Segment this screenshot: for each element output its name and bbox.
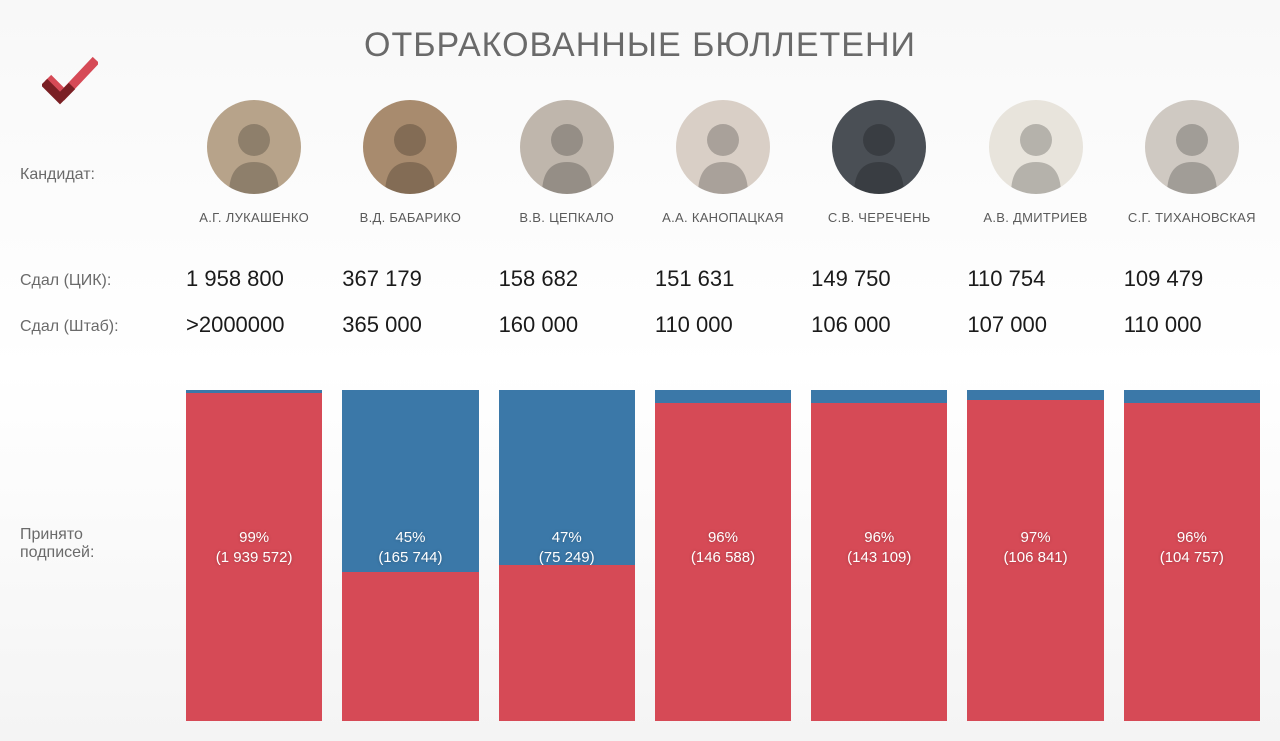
- bar-count-label: (165 744): [342, 548, 478, 568]
- candidate-name: В.В. ЦЕПКАЛО: [489, 210, 645, 225]
- bar-count-label: (106 841): [967, 548, 1103, 568]
- candidate-avatar: [989, 100, 1083, 194]
- value-cik: 109 479: [1124, 266, 1204, 292]
- bar-count-label: (104 757): [1124, 548, 1260, 568]
- bar: 96%(146 588): [655, 390, 791, 721]
- bar-percent-label: 96%: [811, 528, 947, 548]
- candidate-column: С.В. ЧЕРЕЧЕНЬ 149 750 106 000 96%(143 109): [801, 0, 957, 741]
- value-cik: 1 958 800: [186, 266, 284, 292]
- candidate-avatar: [832, 100, 926, 194]
- candidate-avatar: [520, 100, 614, 194]
- candidate-avatar: [1145, 100, 1239, 194]
- value-shtab: 365 000: [342, 312, 422, 338]
- accepted-label-line2: подписей:: [20, 544, 94, 561]
- candidate-name: А.Г. ЛУКАШЕНКО: [176, 210, 332, 225]
- value-shtab: 106 000: [811, 312, 891, 338]
- bar-count-label: (143 109): [811, 548, 947, 568]
- bar: 99%(1 939 572): [186, 390, 322, 721]
- candidate-columns: А.Г. ЛУКАШЕНКО 1 958 800 >2000000 99%(1 939…: [176, 0, 1270, 741]
- candidate-name: А.В. ДМИТРИЕВ: [957, 210, 1113, 225]
- row-label-cik: Сдал (ЦИК):: [20, 272, 111, 290]
- value-shtab: 160 000: [499, 312, 579, 338]
- row-label-candidate: Кандидат:: [20, 166, 95, 184]
- bar-value-label: 47%(75 249): [499, 528, 635, 569]
- bar: 96%(104 757): [1124, 390, 1260, 721]
- candidate-name: В.Д. БАБАРИКО: [332, 210, 488, 225]
- bar-count-label: (1 939 572): [186, 548, 322, 568]
- bar-count-label: (146 588): [655, 548, 791, 568]
- bar-percent-label: 96%: [1124, 528, 1260, 548]
- candidate-column: В.В. ЦЕПКАЛО 158 682 160 000 47%(75 249): [489, 0, 645, 741]
- value-cik: 151 631: [655, 266, 735, 292]
- bar-percent-label: 97%: [967, 528, 1103, 548]
- bar-percent-label: 45%: [342, 528, 478, 548]
- bar-percent-label: 96%: [655, 528, 791, 548]
- candidate-column: А.Г. ЛУКАШЕНКО 1 958 800 >2000000 99%(1 939…: [176, 0, 332, 741]
- value-cik: 110 754: [967, 266, 1045, 292]
- row-label-accepted: Принято подписей:: [20, 526, 94, 562]
- value-cik: 158 682: [499, 266, 579, 292]
- candidate-column: С.Г. ТИХАНОВСКАЯ 109 479 110 000 96%(104 75…: [1114, 0, 1270, 741]
- bar: 96%(143 109): [811, 390, 947, 721]
- value-shtab: 110 000: [655, 312, 733, 338]
- value-cik: 367 179: [342, 266, 422, 292]
- bar-value-label: 97%(106 841): [967, 528, 1103, 569]
- candidate-name: С.Г. ТИХАНОВСКАЯ: [1114, 210, 1270, 225]
- bar-accepted-segment: [499, 565, 635, 721]
- candidate-column: А.В. ДМИТРИЕВ 110 754 107 000 97%(106 841): [957, 0, 1113, 741]
- value-shtab: 107 000: [967, 312, 1047, 338]
- candidate-avatar: [207, 100, 301, 194]
- bar: 45%(165 744): [342, 390, 478, 721]
- bar-accepted-segment: [342, 572, 478, 721]
- value-shtab: >2000000: [186, 312, 285, 338]
- candidate-column: В.Д. БАБАРИКО 367 179 365 000 45%(165 744): [332, 0, 488, 741]
- candidate-column: А.А. КАНОПАЦКАЯ 151 631 110 000 96%(146 588…: [645, 0, 801, 741]
- candidate-avatar: [363, 100, 457, 194]
- bar: 97%(106 841): [967, 390, 1103, 721]
- row-label-shtab: Сдал (Штаб):: [20, 318, 119, 336]
- bar-value-label: 96%(146 588): [655, 528, 791, 569]
- accepted-label-line1: Принято: [20, 526, 83, 543]
- value-shtab: 110 000: [1124, 312, 1202, 338]
- bar-value-label: 45%(165 744): [342, 528, 478, 569]
- bar-count-label: (75 249): [499, 548, 635, 568]
- candidate-avatar: [676, 100, 770, 194]
- bar-value-label: 96%(143 109): [811, 528, 947, 569]
- value-cik: 149 750: [811, 266, 891, 292]
- bar-value-label: 96%(104 757): [1124, 528, 1260, 569]
- candidate-name: А.А. КАНОПАЦКАЯ: [645, 210, 801, 225]
- bar-percent-label: 99%: [186, 528, 322, 548]
- candidate-name: С.В. ЧЕРЕЧЕНЬ: [801, 210, 957, 225]
- bar-value-label: 99%(1 939 572): [186, 528, 322, 569]
- bar-percent-label: 47%: [499, 528, 635, 548]
- bar: 47%(75 249): [499, 390, 635, 721]
